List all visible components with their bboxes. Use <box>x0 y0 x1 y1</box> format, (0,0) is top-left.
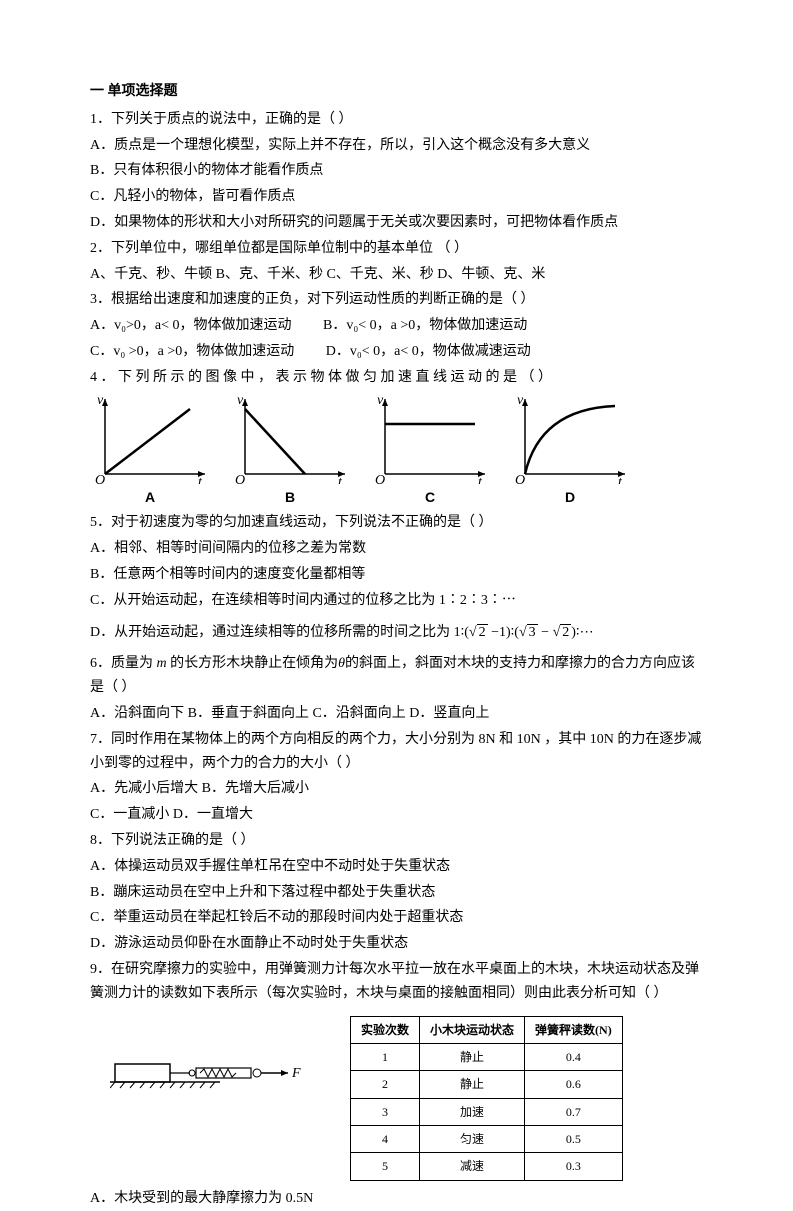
q7-stem: 7．同时作用在某物体上的两个方向相反的两个力，大小分别为 8N 和 10N ，其… <box>90 728 703 776</box>
svg-text:v: v <box>377 394 384 408</box>
cell: 0.3 <box>525 1153 623 1180</box>
svg-text:O: O <box>375 473 385 484</box>
q3-row2: C．v₀ >0，a >0，物体做加速运动 D．v₀< 0，a< 0，物体做减速运… <box>90 340 703 364</box>
cell: 0.7 <box>525 1098 623 1125</box>
th-1: 小木块运动状态 <box>420 1016 525 1043</box>
q8-opt-b: B．蹦床运动员在空中上升和下落过程中都处于失重状态 <box>90 881 703 905</box>
table-row: 1静止0.4 <box>351 1043 623 1070</box>
th-2: 弹簧秤读数(N) <box>525 1016 623 1043</box>
q4-label-b: B <box>230 486 350 510</box>
q9-figures: F 实验次数 小木块运动状态 弹簧秤读数(N) 1静止0.4 2静止0.6 3加… <box>110 1016 703 1181</box>
cell: 静止 <box>420 1071 525 1098</box>
q4-graph-d: v O t D <box>510 394 630 510</box>
table-row: 2静止0.6 <box>351 1071 623 1098</box>
q8-stem: 8．下列说法正确的是（ ） <box>90 829 703 853</box>
q2-opts: A、千克、秒、牛顿 B、克、千米、秒 C、千克、米、秒 D、牛顿、克、米 <box>90 263 703 287</box>
svg-text:t: t <box>198 475 203 484</box>
cell: 静止 <box>420 1043 525 1070</box>
q9-opt-a: A．木块受到的最大静摩擦力为 0.5N <box>90 1187 703 1211</box>
q4-label-d: D <box>510 486 630 510</box>
cell: 3 <box>351 1098 420 1125</box>
svg-text:t: t <box>618 475 623 484</box>
q5-stem: 5．对于初速度为零的匀加速直线运动，下列说法不正确的是（ ） <box>90 511 703 535</box>
q7-row2: C．一直减小 D．一直增大 <box>90 803 703 827</box>
graph-d-svg: v O t <box>510 394 630 484</box>
q2-stem: 2．下列单位中，哪组单位都是国际单位制中的基本单位 （ ） <box>90 237 703 261</box>
q5-d-math: 1∶(2 −1)∶(3 − 2)∶⋯ <box>454 625 594 640</box>
q4-label-c: C <box>370 486 490 510</box>
q8-opt-a: A．体操运动员双手握住单杠吊在空中不动时处于失重状态 <box>90 855 703 879</box>
cell: 0.5 <box>525 1126 623 1153</box>
th-0: 实验次数 <box>351 1016 420 1043</box>
q9-table: 实验次数 小木块运动状态 弹簧秤读数(N) 1静止0.4 2静止0.6 3加速0… <box>350 1016 623 1181</box>
svg-text:O: O <box>235 473 245 484</box>
q1-stem: 1．下列关于质点的说法中，正确的是（ ） <box>90 108 703 132</box>
cell: 0.6 <box>525 1071 623 1098</box>
cell: 0.4 <box>525 1043 623 1070</box>
q5-opt-d: D．从开始运动起，通过连续相等的位移所需的时间之比为 1∶(2 −1)∶(3 −… <box>90 621 703 645</box>
cell: 匀速 <box>420 1126 525 1153</box>
q6-stem: 6．质量为 m 的长方形木块静止在倾角为θ的斜面上，斜面对木块的支持力和摩擦力的… <box>90 652 703 700</box>
q3-row1: A．v₀>0，a< 0，物体做加速运动 B．v₀< 0，a >0，物体做加速运动 <box>90 314 703 338</box>
q5-d-pre: D．从开始运动起，通过连续相等的位移所需的时间之比为 <box>90 625 450 640</box>
q6-theta: θ <box>338 656 345 671</box>
q1-opt-a: A．质点是一个理想化模型，实际上并不存在，所以，引入这个概念没有多大意义 <box>90 134 703 158</box>
graph-b-svg: v O t <box>230 394 350 484</box>
svg-text:t: t <box>338 475 343 484</box>
section-title: 一 单项选择题 <box>90 80 703 104</box>
table-row: 4匀速0.5 <box>351 1126 623 1153</box>
q3-stem: 3．根据给出速度和加速度的正负，对下列运动性质的判断正确的是（ ） <box>90 288 703 312</box>
q4-graphs: v O t A v O t B v O t C <box>90 394 703 510</box>
cell: 1 <box>351 1043 420 1070</box>
cell: 加速 <box>420 1098 525 1125</box>
q3-opt-c: C．v₀ >0，a >0，物体做加速运动 <box>90 344 294 359</box>
svg-text:v: v <box>517 394 524 408</box>
svg-text:O: O <box>515 473 525 484</box>
force-label: F <box>291 1066 301 1081</box>
q4-graph-b: v O t B <box>230 394 350 510</box>
svg-text:t: t <box>478 475 483 484</box>
q5-opt-a: A．相邻、相等时间间隔内的位移之差为常数 <box>90 537 703 561</box>
graph-c-svg: v O t <box>370 394 490 484</box>
q6-m: m <box>157 656 167 671</box>
q4-label-a: A <box>90 486 210 510</box>
q8-opt-d: D．游泳运动员仰卧在水面静止不动时处于失重状态 <box>90 932 703 956</box>
cell: 4 <box>351 1126 420 1153</box>
svg-text:v: v <box>97 394 104 408</box>
spring-diagram: F <box>110 1046 310 1106</box>
cell: 2 <box>351 1071 420 1098</box>
svg-text:v: v <box>237 394 244 408</box>
cell: 减速 <box>420 1153 525 1180</box>
q6-opts: A．沿斜面向下 B．垂直于斜面向上 C．沿斜面向上 D．竖直向上 <box>90 702 703 726</box>
cell: 5 <box>351 1153 420 1180</box>
q5-opt-b: B．任意两个相等时间内的速度变化量都相等 <box>90 563 703 587</box>
q1-opt-b: B．只有体积很小的物体才能看作质点 <box>90 159 703 183</box>
q4-graph-a: v O t A <box>90 394 210 510</box>
q8-opt-c: C．举重运动员在举起杠铃后不动的那段时间内处于超重状态 <box>90 906 703 930</box>
q4-graph-c: v O t C <box>370 394 490 510</box>
q3-opt-d: D．v₀< 0，a< 0，物体做减速运动 <box>326 344 531 359</box>
graph-a-svg: v O t <box>90 394 210 484</box>
q1-opt-d: D．如果物体的形状和大小对所研究的问题属于无关或次要因素时，可把物体看作质点 <box>90 211 703 235</box>
table-row: 5减速0.3 <box>351 1153 623 1180</box>
q4-stem: 4 ． 下 列 所 示 的 图 像 中 ， 表 示 物 体 做 匀 加 速 直 … <box>90 366 703 390</box>
q6-pre: 6．质量为 <box>90 656 157 671</box>
q3-opt-b: B．v₀< 0，a >0，物体做加速运动 <box>323 318 527 333</box>
q6-mid: 的长方形木块静止在倾角为 <box>167 656 339 671</box>
q3-opt-a: A．v₀>0，a< 0，物体做加速运动 <box>90 318 292 333</box>
svg-text:O: O <box>95 473 105 484</box>
q1-opt-c: C．凡轻小的物体，皆可看作质点 <box>90 185 703 209</box>
q7-row1: A．先减小后增大 B．先增大后减小 <box>90 777 703 801</box>
q9-stem: 9．在研究摩擦力的实验中，用弹簧测力计每次水平拉一放在水平桌面上的木块，木块运动… <box>90 958 703 1006</box>
q5-opt-c: C．从开始运动起，在连续相等时间内通过的位移之比为 1∶2∶3∶⋯ <box>90 589 703 613</box>
table-row: 3加速0.7 <box>351 1098 623 1125</box>
